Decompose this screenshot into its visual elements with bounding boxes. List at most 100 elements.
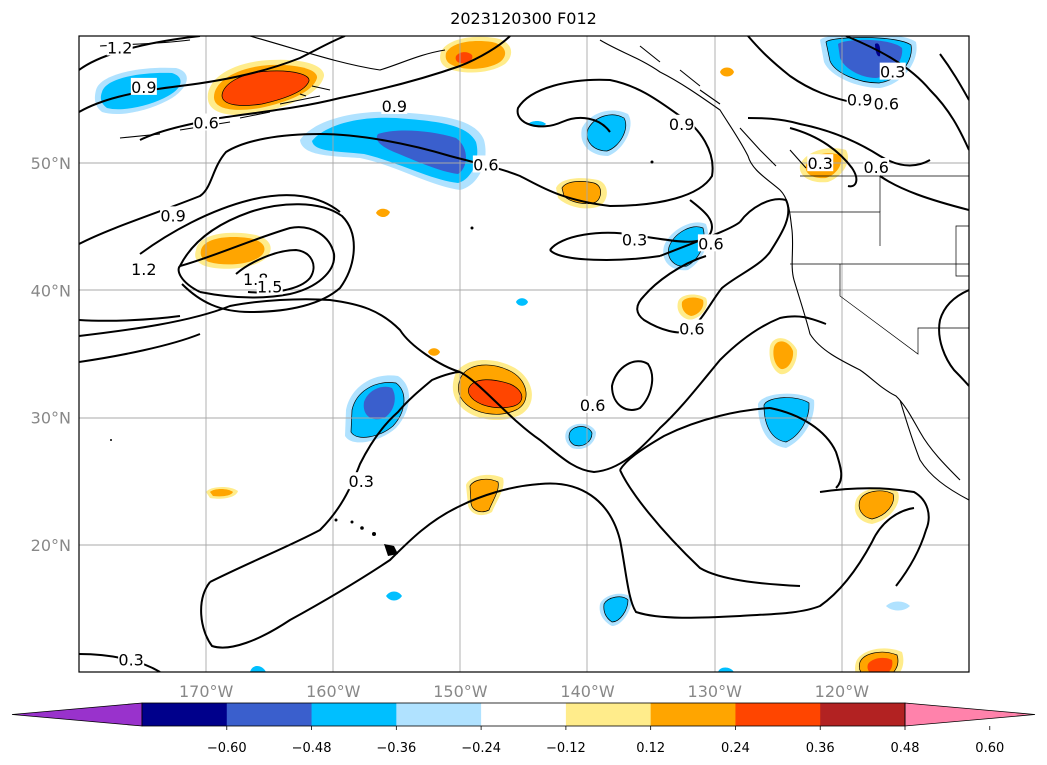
colorbar-segment — [735, 703, 821, 726]
state-borders-ne — [879, 176, 969, 277]
latitude-label: 50°N — [31, 154, 71, 173]
contour-line — [459, 315, 827, 474]
colorbar-tick-label: −0.24 — [461, 741, 501, 756]
hawaii-islands — [110, 160, 654, 556]
contour-line — [939, 53, 969, 101]
coastlines — [99, 36, 969, 501]
colorbar-segment — [650, 703, 736, 726]
colorbar-tick-label: −0.60 — [207, 741, 247, 756]
negative-anomaly-patch — [565, 423, 596, 450]
positive-anomaly-patch — [855, 648, 904, 672]
contour-line — [179, 203, 355, 314]
positive-anomaly-patch — [440, 36, 512, 73]
contour-label-background — [678, 319, 705, 337]
longitude-label: 130°W — [688, 682, 743, 701]
negative-anomaly-patch — [516, 298, 528, 306]
contour-line — [177, 265, 201, 293]
negative-anomaly-patch — [300, 111, 486, 190]
contour-label-background — [879, 62, 906, 80]
contour-line — [845, 36, 969, 151]
contour-label-background — [863, 158, 890, 176]
contour-line — [636, 198, 790, 334]
contour-label: 0.6 — [874, 94, 899, 113]
contour-line — [209, 371, 461, 583]
contour-line — [79, 298, 461, 373]
contour-line — [610, 360, 654, 411]
state-borders-sw — [839, 264, 969, 355]
map-area: 1.20.90.60.90.60.90.30.9 0.60.60.30.91.21… — [79, 36, 969, 672]
contour-line — [789, 127, 858, 188]
colorbar: −0.60 −0.48 −0.36 −0.24 −0.12 0.12 0.24 0.36 0.4… — [11, 702, 1036, 756]
longitude-label: 160°W — [306, 682, 361, 701]
contour-label: 0.9 — [160, 206, 185, 225]
contour-line — [79, 315, 181, 322]
contour-label: 0.6 — [193, 113, 218, 132]
positive-anomaly-patch — [677, 294, 708, 320]
contour-label: 1.2 — [107, 38, 132, 57]
contour-label: 0.3 — [808, 154, 833, 173]
longitude-label: 150°W — [433, 682, 488, 701]
contour-line — [139, 194, 341, 255]
contour-line — [235, 248, 315, 294]
contour-label: 0.6 — [580, 396, 605, 415]
contour-line — [747, 117, 931, 167]
longitude-label: 170°W — [179, 682, 234, 701]
colorbar-segment — [311, 703, 397, 726]
contour-label-background — [118, 650, 145, 668]
negative-anomaly-patch — [718, 667, 734, 672]
contour-line — [769, 407, 843, 489]
positive-anomaly-patch — [452, 359, 532, 420]
positive-anomaly-patch — [769, 338, 798, 375]
contour-label-background — [472, 155, 499, 173]
colorbar-tick-label: −0.48 — [292, 741, 332, 756]
baja-gulf-coast — [899, 399, 969, 501]
contour-label: 0.9 — [131, 78, 156, 97]
contour-line — [79, 333, 201, 363]
contour-label: 0.6 — [679, 320, 704, 339]
contour-label-background — [381, 96, 408, 114]
contour-line — [819, 487, 930, 587]
contour-label: 0.3 — [118, 650, 143, 669]
contour-line — [516, 78, 681, 133]
colorbar-tick-label: 0.12 — [636, 741, 665, 756]
positive-anomaly-patch — [854, 487, 899, 524]
contour-label: 0.6 — [863, 158, 888, 177]
colorbar-segment — [142, 703, 228, 726]
contour-line — [549, 249, 661, 261]
colorbar-tick-label: 0.24 — [721, 741, 750, 756]
contour-line — [938, 289, 969, 387]
contour-label-background — [579, 395, 606, 413]
colorbar-segment — [565, 703, 652, 726]
colorbar-segment — [226, 703, 313, 726]
colorbar-outline — [141, 702, 906, 727]
kodiak-coast — [299, 85, 331, 97]
latitude-label: 20°N — [31, 536, 71, 555]
contour-line — [79, 36, 346, 113]
negative-anomaly-patch — [386, 591, 402, 601]
contour-labels: 1.20.90.60.90.60.90.30.9 0.60.60.30.91.21… — [106, 38, 906, 669]
political-borders — [790, 175, 969, 355]
contour-label-background — [193, 113, 220, 131]
contour-line — [200, 482, 915, 649]
positive-anomaly-patch — [206, 486, 238, 499]
colorbar-tick-label: −0.12 — [546, 741, 586, 756]
colorbar-segment — [820, 703, 906, 726]
contour-label: 0.9 — [669, 115, 694, 134]
contour-label: 0.6 — [698, 234, 723, 253]
contour-lines — [79, 36, 969, 672]
contour-label-background — [807, 154, 834, 172]
contour-label: 0.9 — [847, 91, 872, 110]
ocean-background — [79, 36, 969, 672]
contour-label-background — [130, 77, 157, 95]
map-frame — [78, 35, 970, 673]
contour-label-background — [106, 38, 133, 56]
contour-label: 1.2 — [131, 260, 156, 279]
contour-line — [879, 175, 969, 211]
positive-anomaly-patch — [428, 348, 440, 356]
contour-label: 0.3 — [622, 231, 647, 250]
positive-anomaly-patch — [720, 67, 734, 77]
contour-label: 1.5 — [257, 278, 282, 297]
contour-line — [747, 36, 861, 105]
positive-anomaly-patch — [376, 208, 390, 218]
colorbar-tick-label: 0.60 — [975, 741, 1004, 756]
